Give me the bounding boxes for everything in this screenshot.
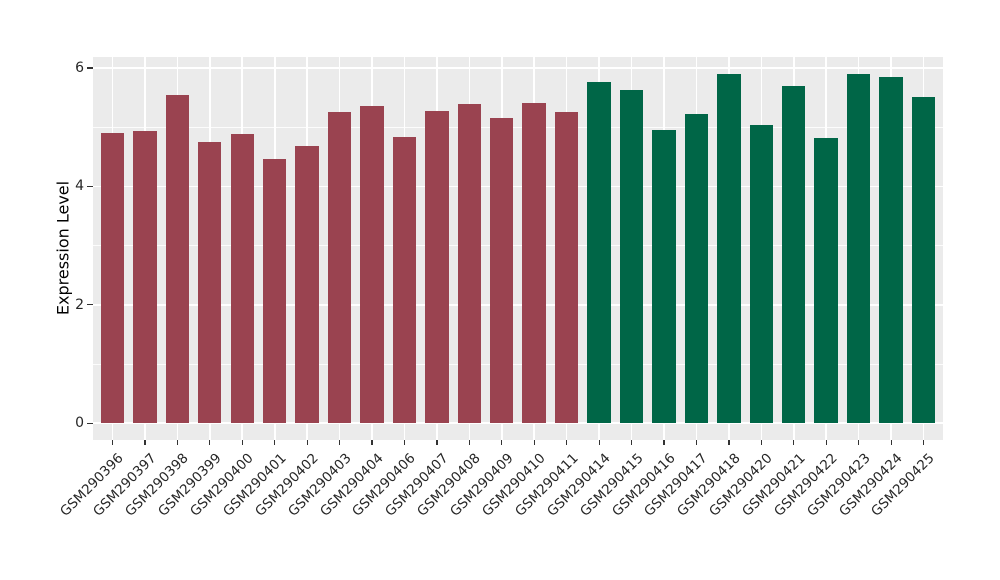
- bar-GSM290416: [652, 130, 676, 423]
- x-tick-mark: [631, 440, 633, 445]
- bar-GSM290410: [522, 102, 546, 423]
- bar-GSM290404: [360, 106, 384, 423]
- y-axis-title: Expression Level: [53, 180, 73, 316]
- minor-gridline: [93, 127, 943, 129]
- y-tick-label: 4: [75, 178, 84, 195]
- y-tick-mark: [87, 304, 93, 306]
- x-tick-mark: [144, 440, 146, 445]
- bar-GSM290421: [782, 85, 806, 423]
- x-tick-mark: [403, 440, 406, 445]
- x-tick-mark: [825, 440, 827, 445]
- x-tick-mark: [663, 440, 665, 445]
- x-tick-mark: [760, 440, 762, 445]
- bar-GSM290399: [198, 141, 222, 423]
- bar-GSM290406: [392, 136, 417, 423]
- x-tick-mark: [468, 440, 470, 445]
- x-tick-mark: [858, 440, 860, 445]
- x-tick-mark: [436, 440, 438, 445]
- bar-GSM290425: [911, 96, 936, 423]
- y-tick-mark: [87, 67, 93, 69]
- minor-gridline: [93, 363, 943, 365]
- bar-GSM290423: [846, 74, 871, 423]
- bar-GSM290407: [425, 110, 449, 423]
- bar-GSM290396: [100, 133, 125, 423]
- x-tick-mark: [111, 440, 114, 445]
- bar-GSM290401: [262, 158, 287, 423]
- x-tick-mark: [566, 440, 568, 445]
- bar-GSM290397: [133, 130, 157, 423]
- x-tick-mark: [209, 440, 211, 445]
- bar-GSM290415: [619, 89, 644, 423]
- bar-GSM290409: [490, 118, 514, 423]
- plot-panel: [93, 57, 943, 440]
- x-tick-mark: [501, 440, 503, 445]
- x-tick-mark: [890, 440, 892, 445]
- bar-GSM290408: [457, 104, 481, 423]
- y-tick-mark: [87, 422, 93, 424]
- x-tick-mark: [728, 440, 730, 445]
- x-tick-mark: [922, 440, 925, 445]
- y-tick-mark: [87, 185, 93, 187]
- x-tick-mark: [339, 440, 341, 445]
- major-gridline: [93, 303, 943, 306]
- x-tick-mark: [598, 440, 600, 445]
- bar-GSM290424: [879, 77, 903, 423]
- major-gridline: [93, 185, 943, 188]
- minor-gridline: [93, 245, 943, 247]
- bar-GSM290414: [587, 81, 611, 423]
- x-tick-mark: [241, 440, 243, 445]
- x-tick-mark: [533, 440, 535, 445]
- bar-GSM290402: [295, 146, 319, 423]
- major-gridline: [93, 67, 943, 69]
- y-tick-label: 2: [75, 296, 84, 313]
- x-tick-mark: [371, 440, 373, 445]
- bar-GSM290418: [717, 73, 741, 423]
- x-tick-mark: [793, 440, 795, 445]
- y-tick-label: 6: [75, 59, 84, 76]
- x-tick-mark: [306, 440, 308, 445]
- bar-GSM290420: [749, 124, 773, 423]
- major-gridline: [93, 422, 943, 424]
- x-tick-mark: [176, 440, 179, 445]
- x-tick-mark: [274, 440, 276, 445]
- bar-GSM290398: [165, 95, 190, 423]
- y-tick-label: 0: [75, 415, 84, 431]
- bar-GSM290400: [230, 133, 254, 423]
- bar-GSM290422: [814, 137, 838, 423]
- x-tick-mark: [695, 440, 698, 445]
- bar-GSM290403: [327, 111, 352, 423]
- bar-GSM290417: [684, 114, 709, 423]
- bar-GSM290411: [554, 111, 579, 423]
